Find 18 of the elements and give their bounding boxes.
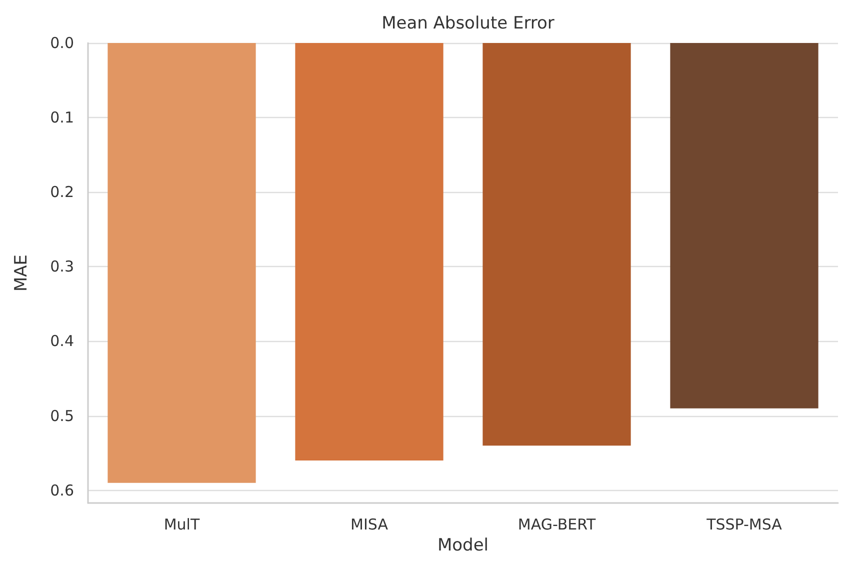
bar — [108, 43, 256, 483]
y-tick-label: 0.6 — [50, 481, 74, 500]
y-tick-label: 0.2 — [50, 183, 74, 202]
bar — [295, 43, 444, 461]
chart-title: Mean Absolute Error — [382, 14, 554, 34]
y-tick-label: 0.4 — [50, 332, 74, 350]
x-tick-label: TSSP-MSA — [706, 516, 783, 534]
y-tick-label: 0.1 — [50, 108, 74, 127]
x-axis-title: Model — [437, 535, 489, 556]
y-tick-label: 0.3 — [50, 258, 74, 276]
y-tick-label: 0.0 — [50, 34, 74, 52]
x-tick-label: MAG-BERT — [518, 516, 596, 534]
y-tick-label: 0.5 — [50, 406, 74, 425]
bar — [482, 43, 631, 446]
bar — [670, 43, 818, 408]
x-tick-label: MulT — [164, 516, 200, 534]
x-tick-label: MISA — [350, 516, 389, 534]
y-axis-title: MAE — [12, 254, 32, 292]
